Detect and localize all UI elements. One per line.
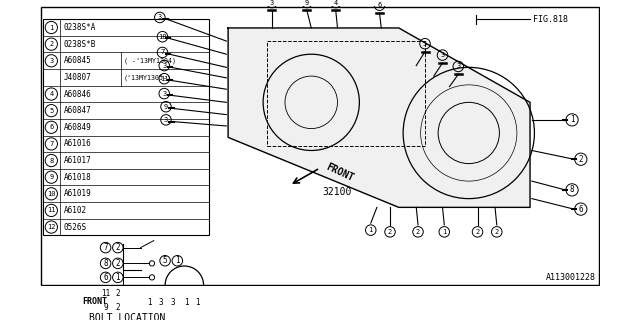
Text: 9: 9 — [164, 104, 168, 110]
Text: A6102: A6102 — [63, 206, 86, 215]
Text: 2: 2 — [416, 229, 420, 235]
Text: 3: 3 — [171, 298, 175, 307]
Text: J40807: J40807 — [63, 73, 92, 82]
Text: 5: 5 — [163, 256, 168, 265]
Text: 2: 2 — [116, 289, 120, 298]
Text: 6: 6 — [579, 204, 583, 214]
Text: A60849: A60849 — [63, 123, 92, 132]
Text: 6: 6 — [103, 273, 108, 282]
Text: 5: 5 — [423, 41, 427, 47]
Text: 1: 1 — [442, 229, 446, 235]
Text: 10: 10 — [158, 34, 167, 40]
Text: 12: 12 — [47, 224, 56, 230]
Text: 2: 2 — [116, 259, 120, 268]
Text: 3: 3 — [157, 14, 162, 20]
Text: 9: 9 — [305, 0, 309, 5]
Text: 4: 4 — [49, 91, 54, 97]
Text: 1: 1 — [49, 25, 54, 30]
Text: BOLT LOCATION: BOLT LOCATION — [89, 313, 166, 320]
Bar — [268, 41, 425, 146]
Text: 2: 2 — [495, 229, 499, 235]
Text: 1: 1 — [195, 298, 200, 307]
Text: 7: 7 — [49, 141, 54, 147]
Text: 0526S: 0526S — [63, 222, 86, 232]
Text: 3: 3 — [162, 63, 166, 68]
Text: 2: 2 — [49, 41, 54, 47]
Text: A61018: A61018 — [63, 173, 92, 182]
Text: 11: 11 — [160, 76, 168, 82]
Text: 2: 2 — [116, 243, 120, 252]
Text: ('13MY1305-): ('13MY1305-) — [124, 74, 172, 81]
Text: 6: 6 — [49, 124, 54, 130]
Text: 6: 6 — [378, 2, 381, 8]
Text: 3: 3 — [269, 0, 274, 5]
Text: A61019: A61019 — [63, 189, 92, 198]
Text: FRONT: FRONT — [324, 162, 355, 183]
Text: 1: 1 — [570, 115, 574, 124]
Text: 2: 2 — [116, 303, 120, 312]
Text: 11: 11 — [47, 207, 56, 213]
Text: A61016: A61016 — [63, 140, 92, 148]
Text: A60845: A60845 — [63, 56, 92, 65]
Text: A113001228: A113001228 — [546, 273, 596, 282]
Text: 2: 2 — [579, 155, 583, 164]
Text: 3: 3 — [159, 298, 163, 307]
Text: 0238S*B: 0238S*B — [63, 40, 96, 49]
Bar — [43, 19, 209, 236]
Text: 1: 1 — [369, 227, 373, 233]
Text: 0238S*A: 0238S*A — [63, 23, 96, 32]
Text: 7: 7 — [103, 243, 108, 252]
Text: 3: 3 — [164, 117, 168, 123]
Text: 1: 1 — [116, 273, 120, 282]
Text: 3: 3 — [440, 52, 445, 58]
Text: ( -'13MY1304): ( -'13MY1304) — [124, 58, 176, 64]
Text: 7: 7 — [161, 50, 164, 55]
Text: 8: 8 — [49, 157, 54, 164]
Text: A60846: A60846 — [63, 90, 92, 99]
Text: 5: 5 — [49, 108, 54, 114]
Text: 3: 3 — [49, 58, 54, 64]
Text: 1: 1 — [175, 256, 180, 265]
Text: 8: 8 — [103, 259, 108, 268]
Text: 32100: 32100 — [323, 187, 352, 196]
Text: 3: 3 — [162, 91, 166, 97]
Text: 9: 9 — [103, 303, 108, 312]
Text: A61017: A61017 — [63, 156, 92, 165]
Text: 11: 11 — [101, 289, 110, 298]
Text: 3: 3 — [456, 63, 460, 69]
Text: 8: 8 — [570, 185, 574, 194]
Text: FIG.818: FIG.818 — [532, 15, 568, 24]
Text: 4: 4 — [333, 0, 338, 5]
Text: A60847: A60847 — [63, 106, 92, 115]
Text: 2: 2 — [388, 229, 392, 235]
Text: 1: 1 — [147, 298, 152, 307]
Text: 2: 2 — [476, 229, 479, 235]
Polygon shape — [228, 28, 530, 207]
Text: FRONT: FRONT — [82, 297, 107, 306]
Text: 1: 1 — [184, 298, 188, 307]
Text: 9: 9 — [49, 174, 54, 180]
Text: 10: 10 — [47, 191, 56, 197]
